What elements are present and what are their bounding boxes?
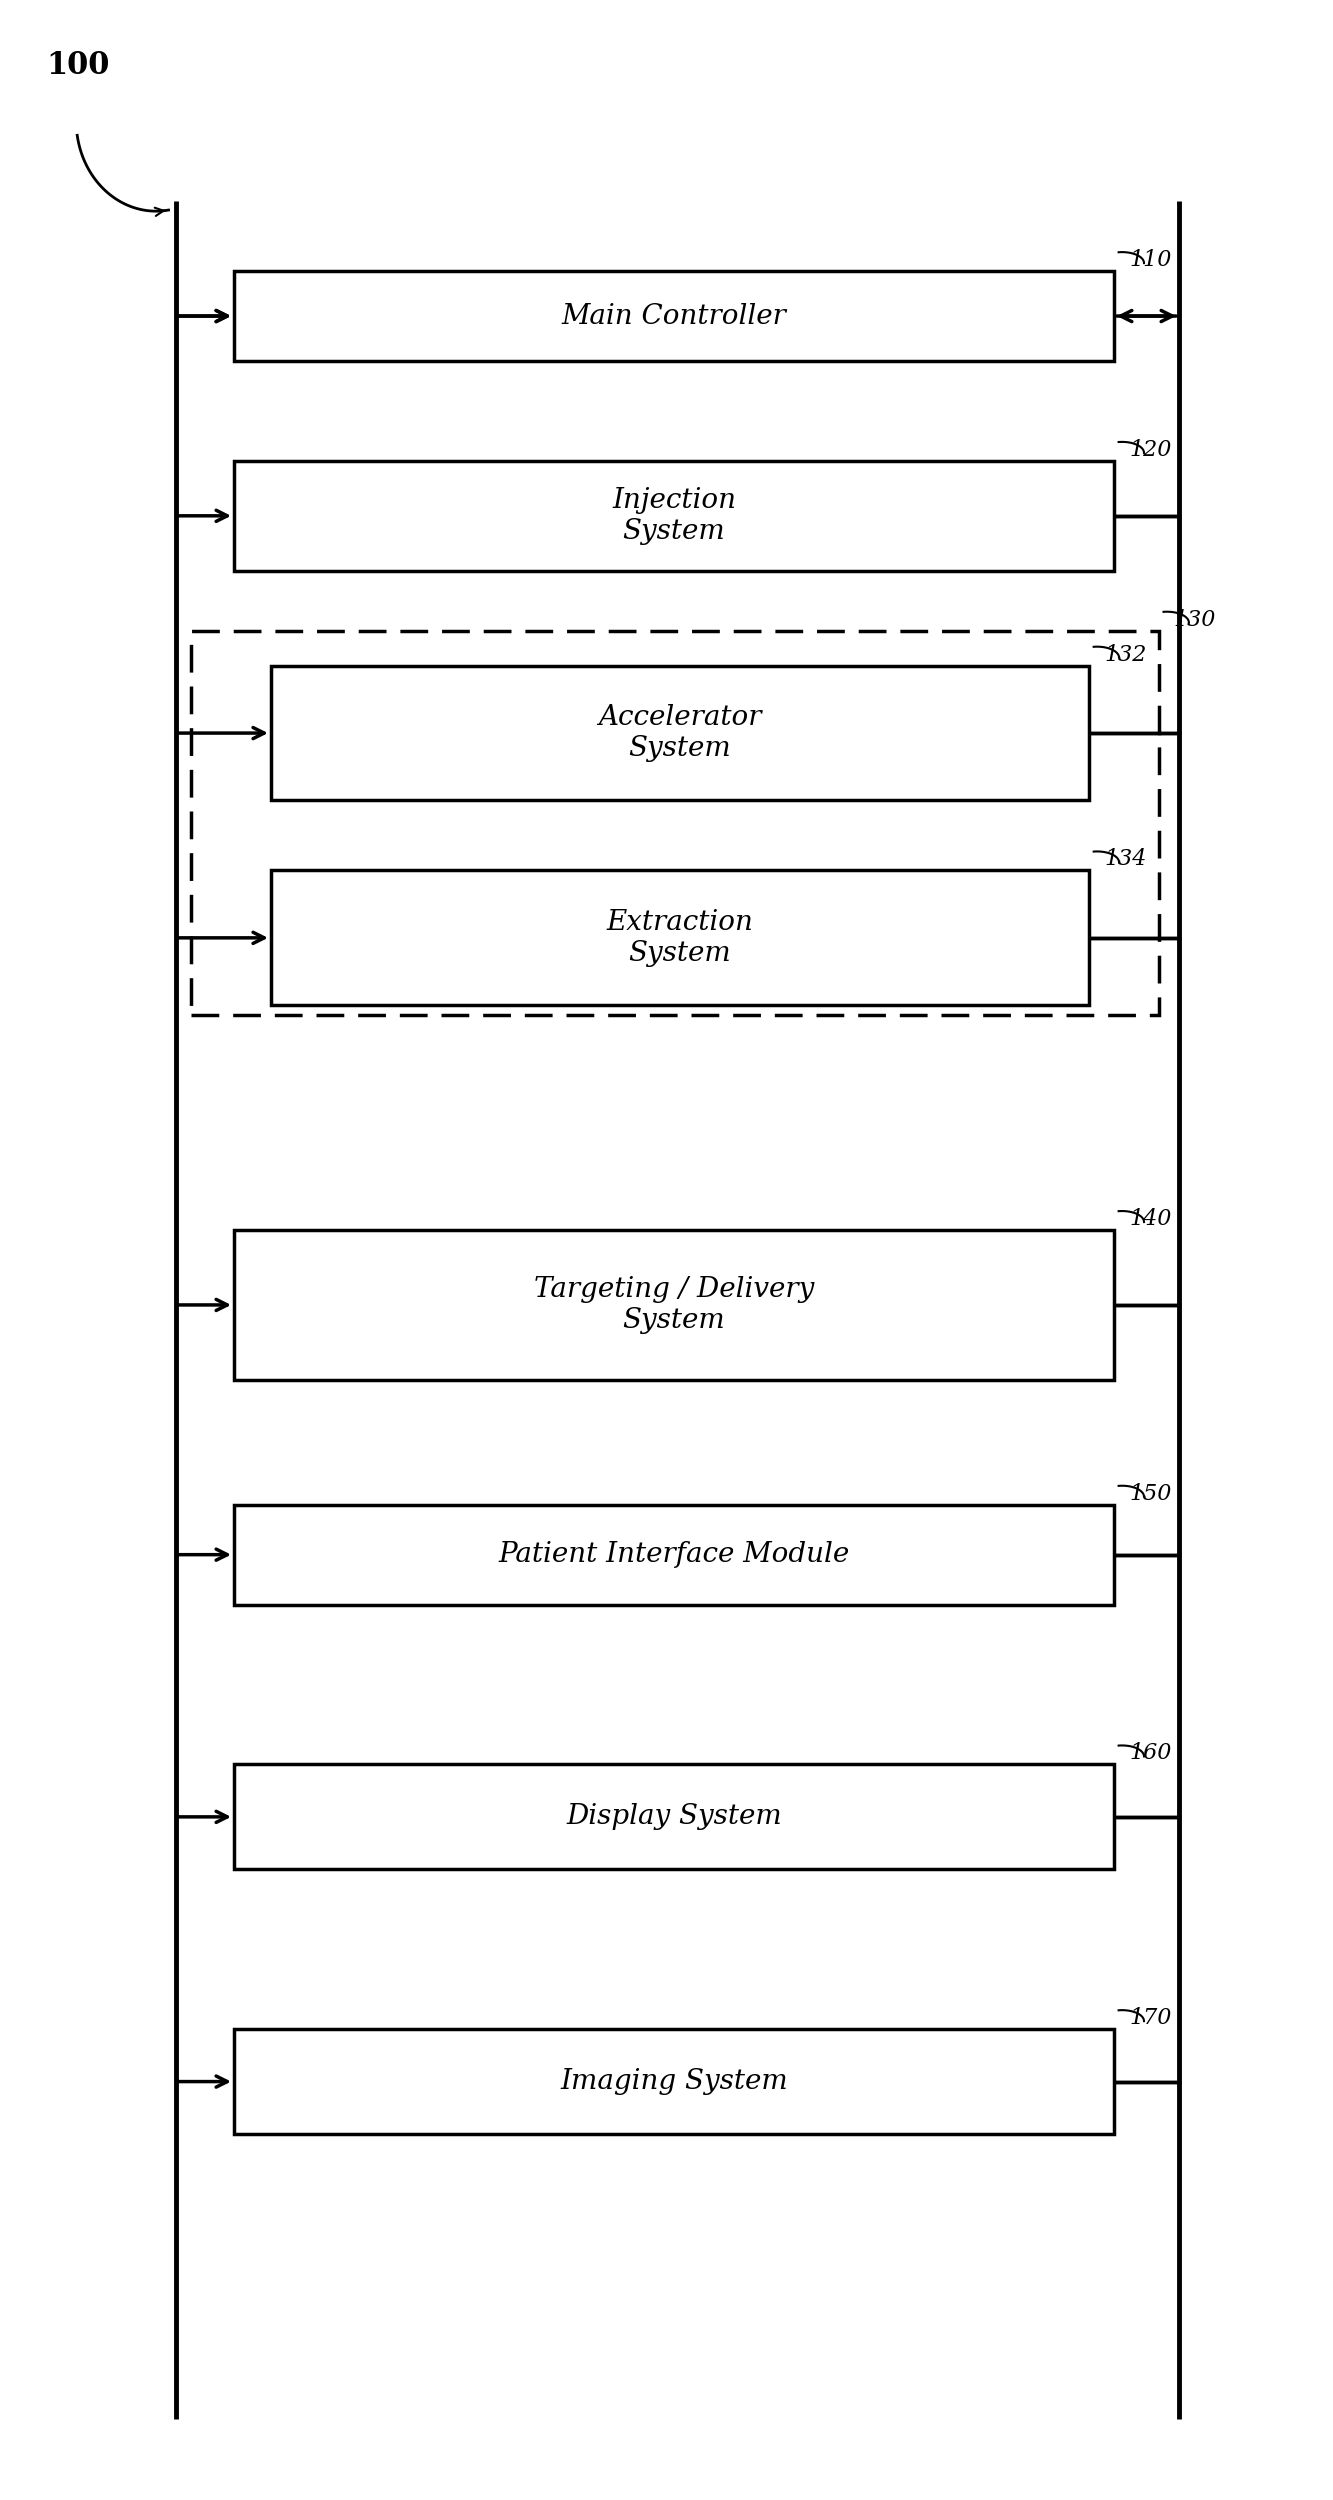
Text: Imaging System: Imaging System	[560, 2068, 788, 2095]
Text: 134: 134	[1104, 848, 1146, 870]
Bar	[233, 460, 1114, 570]
Bar	[233, 2030, 1114, 2135]
Text: 170: 170	[1129, 2008, 1172, 2030]
Text: 132: 132	[1104, 642, 1146, 665]
Bar	[233, 1765, 1114, 1870]
Bar	[233, 270, 1114, 360]
Text: 110: 110	[1129, 250, 1172, 270]
Text: 160: 160	[1129, 1742, 1172, 1765]
Text: 140: 140	[1129, 1208, 1172, 1230]
Text: Injection
System: Injection System	[612, 488, 736, 545]
Bar	[191, 630, 1158, 1015]
Bar	[233, 1505, 1114, 1605]
Text: Main Controller: Main Controller	[561, 302, 786, 330]
Text: Accelerator
System: Accelerator System	[599, 705, 761, 762]
Text: 150: 150	[1129, 1482, 1172, 1505]
Text: Targeting / Delivery
System: Targeting / Delivery System	[533, 1275, 814, 1335]
Text: Patient Interface Module: Patient Interface Module	[499, 1540, 849, 1568]
Text: 120: 120	[1129, 440, 1172, 460]
Text: Extraction
System: Extraction System	[607, 908, 753, 968]
Text: 100: 100	[47, 50, 109, 82]
Bar	[271, 665, 1089, 800]
Bar	[271, 870, 1089, 1005]
Text: 130: 130	[1174, 608, 1216, 630]
Bar	[233, 1230, 1114, 1380]
Text: Display System: Display System	[567, 1802, 782, 1830]
